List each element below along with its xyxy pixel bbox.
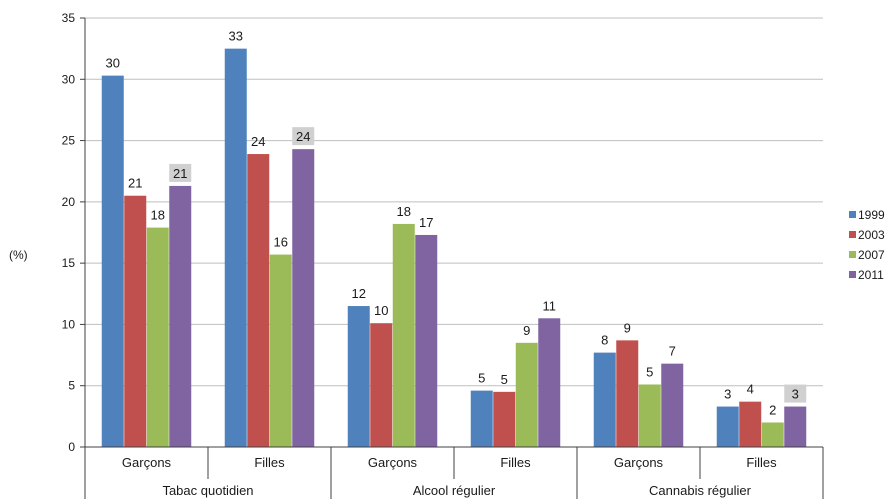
category-label: Garçons (368, 455, 418, 470)
data-label: 9 (624, 320, 631, 335)
bar-2007 (392, 223, 415, 447)
legend-label: 2003 (858, 228, 885, 242)
data-label: 16 (274, 235, 288, 250)
data-label: 11 (543, 298, 557, 313)
data-label: 8 (601, 333, 608, 348)
bar-1999 (716, 406, 739, 447)
bar-2011 (784, 406, 807, 447)
bar-2007 (638, 384, 661, 447)
bar-1999 (101, 75, 124, 447)
data-label: 9 (523, 323, 530, 338)
group-label: Tabac quotidien (162, 483, 253, 498)
data-label-highlight (169, 163, 192, 182)
bar-2007 (146, 227, 169, 447)
category-label: Filles (254, 455, 285, 470)
data-label: 33 (229, 29, 243, 44)
y-tick-label: 0 (68, 440, 75, 454)
bar-1999 (593, 352, 616, 447)
bar-2007 (515, 342, 538, 447)
legend-swatch (849, 211, 856, 218)
category-label: Filles (500, 455, 531, 470)
y-axis-ticks: 0 5 10 15 20 25 30 35 (62, 11, 86, 454)
bar-2007 (269, 254, 292, 447)
bar-2003 (370, 323, 393, 447)
data-label: 7 (669, 344, 676, 359)
data-label: 18 (397, 204, 411, 219)
data-label: 17 (419, 215, 433, 230)
bar-2011 (415, 234, 438, 447)
data-label: 12 (352, 286, 366, 301)
legend-swatch (849, 231, 856, 238)
category-label: Garçons (614, 455, 664, 470)
data-label: 5 (478, 371, 485, 386)
data-label: 5 (501, 372, 508, 387)
legend: 1999 2003 2007 2011 (849, 208, 885, 282)
category-label: Garçons (122, 455, 172, 470)
data-label: 24 (251, 134, 265, 149)
data-label-highlight (292, 127, 315, 146)
data-label-highlight (784, 384, 807, 403)
category-label: Filles (746, 455, 777, 470)
data-label: 2 (769, 402, 776, 417)
legend-label: 2011 (858, 268, 884, 282)
data-label: 4 (747, 382, 754, 397)
y-tick-label: 20 (62, 195, 76, 209)
bar-2003 (124, 195, 147, 447)
data-labels: 30 33 12 5 8 3 21 24 10 5 9 4 18 16 18 9 5 2 21 24 17 11 7 3 (106, 29, 807, 417)
legend-label: 2007 (858, 248, 885, 262)
data-label: 5 (646, 364, 653, 379)
data-label: 10 (374, 303, 388, 318)
gridlines (85, 17, 823, 387)
legend-swatch (849, 271, 856, 278)
group-label: Alcool régulier (413, 483, 496, 498)
bar-2003 (616, 340, 639, 447)
data-label: 24 (296, 129, 310, 144)
y-tick-label: 15 (62, 256, 76, 270)
y-tick-label: 10 (62, 317, 76, 331)
y-axis-label: (%) (9, 248, 28, 262)
bar-2011 (292, 149, 315, 447)
data-label: 21 (128, 176, 142, 191)
bar-2003 (493, 391, 516, 447)
bar-2011 (538, 318, 561, 447)
bar-1999 (470, 390, 493, 447)
y-tick-label: 5 (68, 379, 75, 393)
data-label: 30 (106, 56, 120, 71)
bar-2011 (169, 185, 192, 447)
y-tick-label: 35 (62, 11, 76, 25)
data-label: 3 (724, 387, 731, 402)
data-label: 18 (151, 208, 165, 223)
bar-2003 (247, 154, 270, 447)
bar-1999 (347, 306, 370, 447)
y-tick-label: 30 (62, 72, 76, 86)
bar-2011 (661, 363, 684, 447)
legend-label: 1999 (858, 208, 885, 222)
legend-swatch (849, 251, 856, 258)
bar-1999 (224, 48, 247, 448)
bar-2007 (761, 422, 784, 447)
data-label: 21 (173, 166, 187, 181)
y-tick-label: 25 (62, 134, 76, 148)
data-label: 3 (792, 387, 799, 402)
group-label: Cannabis régulier (649, 483, 752, 498)
bar-2003 (739, 401, 762, 447)
bars (101, 48, 807, 448)
